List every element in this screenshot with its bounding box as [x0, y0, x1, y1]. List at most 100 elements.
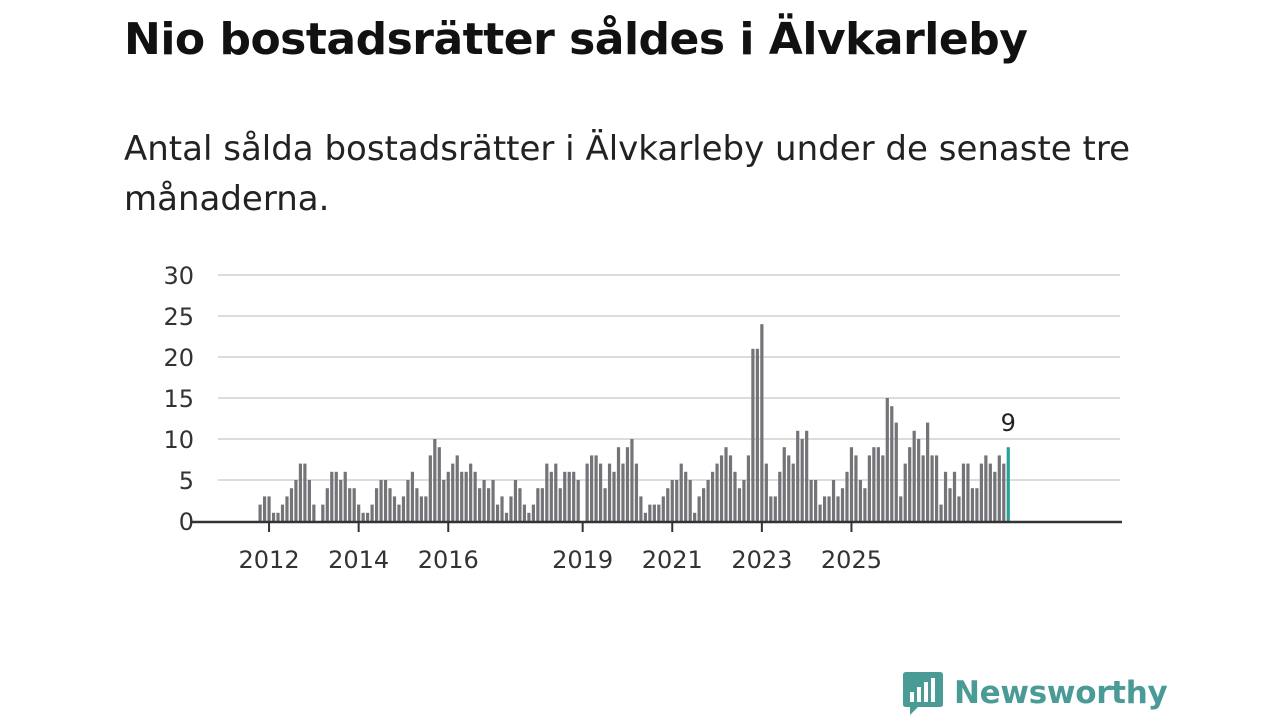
bar: [724, 447, 728, 521]
bar: [491, 480, 495, 521]
bar: [791, 463, 795, 521]
bar-latest: [1006, 447, 1010, 521]
y-tick-label: 25: [163, 303, 194, 331]
bar: [764, 463, 768, 521]
y-axis-labels: 0 5 10 15 20 25 30: [163, 262, 194, 536]
bar: [831, 480, 836, 521]
bar: [926, 422, 930, 521]
bar: [912, 430, 916, 521]
bar: [890, 406, 894, 521]
bar: [285, 496, 289, 521]
x-tick-label: 2023: [731, 546, 792, 574]
bar: [361, 512, 365, 521]
bar: [357, 504, 361, 521]
bar: [903, 463, 907, 521]
bar: [446, 471, 450, 521]
bar: [670, 480, 674, 521]
bar: [383, 480, 388, 521]
bar: [397, 504, 401, 521]
bar: [437, 447, 441, 521]
bar: [997, 455, 1001, 521]
latest-value-label: 9: [1001, 409, 1016, 437]
bar: [379, 480, 383, 521]
bar: [616, 447, 621, 521]
bar: [258, 504, 262, 521]
bar: [979, 463, 983, 521]
bar: [464, 471, 468, 521]
bar: [294, 480, 298, 521]
bar: [688, 480, 692, 521]
bar: [509, 496, 513, 521]
bar: [280, 504, 285, 521]
bar: [657, 504, 661, 521]
bar: [966, 463, 970, 521]
bar: [321, 504, 325, 521]
bar: [531, 504, 535, 521]
bar: [675, 480, 679, 521]
bar: [769, 496, 773, 521]
bar: [814, 480, 818, 521]
bar: [594, 455, 598, 521]
bar: [876, 447, 880, 521]
bar: [643, 512, 647, 521]
bar: [822, 496, 827, 521]
bar: [733, 471, 737, 521]
bar: [545, 463, 549, 521]
bar: [666, 488, 670, 521]
bar: [352, 488, 356, 521]
bar: [451, 463, 455, 521]
bar: [908, 447, 912, 521]
bar: [809, 480, 813, 521]
bar: [590, 455, 594, 521]
bar: [993, 471, 997, 521]
bar: [921, 455, 925, 521]
x-tick-label: 2012: [239, 546, 300, 574]
bar: [715, 463, 719, 521]
bar: [854, 455, 858, 521]
bar: [652, 504, 656, 521]
y-tick-label: 15: [163, 385, 194, 413]
bar: [392, 496, 397, 521]
x-axis-labels: 2012 2014 2016 2019 2021 2023 2025: [239, 546, 882, 574]
bar: [737, 488, 742, 521]
bar: [370, 504, 374, 521]
bar: [805, 430, 809, 521]
bar: [298, 463, 303, 521]
x-tick-label: 2014: [328, 546, 389, 574]
bar: [518, 488, 522, 521]
bar: [469, 463, 473, 521]
bar: [334, 471, 338, 521]
bar: [576, 480, 580, 521]
bar: [684, 471, 688, 521]
bar: [773, 496, 777, 521]
bar: [442, 480, 446, 521]
bar: [634, 463, 639, 521]
bar: [473, 471, 477, 521]
bar: [625, 447, 630, 521]
bar: [728, 455, 733, 521]
bar: [567, 471, 571, 521]
bar: [961, 463, 966, 521]
bar: [948, 488, 952, 521]
bar: [639, 496, 643, 521]
bar: [827, 496, 831, 521]
bar: [585, 463, 589, 521]
bar: [486, 488, 491, 521]
bar: [312, 504, 316, 521]
bar: [630, 439, 634, 521]
bar: [706, 480, 710, 521]
bar: [549, 471, 553, 521]
bar: [598, 463, 603, 521]
bar: [401, 496, 406, 521]
bar: [845, 471, 849, 521]
bar: [500, 496, 504, 521]
bar: [262, 496, 267, 521]
x-tick-label: 2016: [418, 546, 479, 574]
bar: [522, 504, 527, 521]
brand-name: Newsworthy: [954, 675, 1168, 711]
bar: [863, 488, 867, 521]
bar: [410, 471, 415, 521]
bar: [603, 488, 607, 521]
bar: [267, 496, 271, 521]
bar: [970, 488, 975, 521]
